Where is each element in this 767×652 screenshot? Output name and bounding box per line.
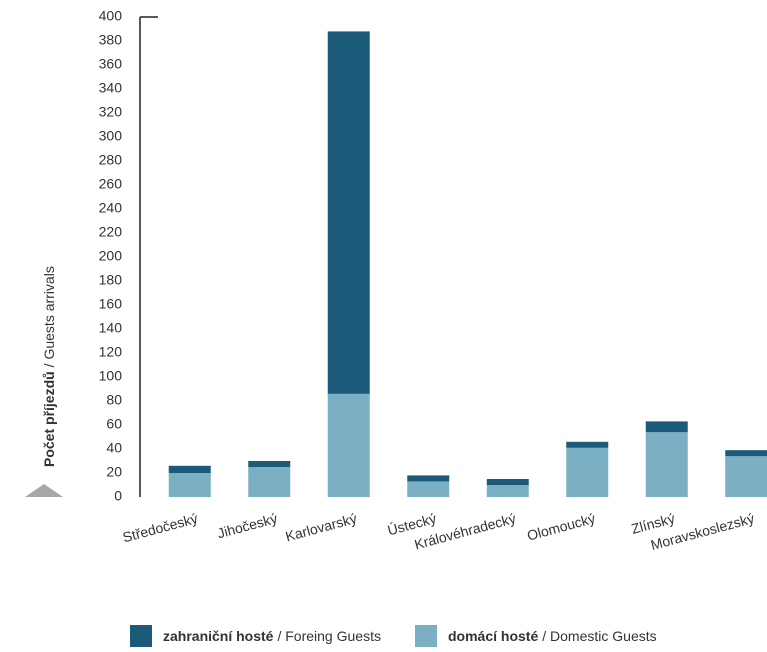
bar-segment (486, 485, 529, 497)
bar-segment (327, 393, 370, 497)
bar-segment (327, 31, 370, 394)
y-tick-label: 180 (99, 272, 123, 288)
bar-segment (168, 473, 211, 497)
y-tick-label: 280 (99, 152, 123, 168)
y-tick-label: 40 (106, 440, 122, 456)
x-tick-label: Jihočeský (215, 510, 279, 541)
y-tick-label: 260 (99, 176, 123, 192)
y-tick-label: 380 (99, 32, 123, 48)
legend-entry: zahraniční hosté / Foreing Guests (163, 628, 381, 644)
bar-segment (566, 447, 609, 497)
y-tick-label: 320 (99, 104, 123, 120)
bar-segment (168, 465, 211, 473)
bar-segment (645, 432, 688, 497)
y-tick-label: 0 (114, 488, 122, 504)
x-tick-label: Olomoucký (525, 510, 597, 544)
y-tick-label: 340 (99, 80, 123, 96)
legend-name: domácí hosté (448, 628, 538, 644)
bar-segment (645, 421, 688, 433)
y-tick-label: 120 (99, 344, 123, 360)
y-tick-label: 80 (106, 392, 122, 408)
y-tick-label: 100 (99, 368, 123, 384)
y-tick-label: 240 (99, 200, 123, 216)
y-tick-label: 20 (106, 464, 122, 480)
triangle-icon (25, 484, 63, 497)
legend-name-en: / Domestic Guests (542, 628, 656, 644)
legend-entry: domácí hosté / Domestic Guests (448, 628, 657, 644)
bar-segment (248, 467, 291, 497)
x-tick-label: Karlovarský (284, 510, 359, 544)
y-axis-label: Počet příjezdů / Guests arrivals (41, 266, 57, 467)
legend-swatch (415, 625, 437, 647)
y-tick-label: 360 (99, 56, 123, 72)
bar-segment (725, 450, 767, 457)
y-tick-label: 300 (99, 128, 123, 144)
y-tick-label: 160 (99, 296, 123, 312)
y-tick-label: 400 (99, 8, 123, 24)
y-label-rest: / Guests arrivals (41, 266, 57, 367)
bar-segment (248, 461, 291, 467)
bar-segment (407, 481, 450, 497)
y-tick-label: 200 (99, 248, 123, 264)
bar-segment (407, 475, 450, 482)
bar-segment (486, 479, 529, 485)
bar-segment (725, 456, 767, 497)
legend-name: zahraniční hosté (163, 628, 274, 644)
legend-name-en: / Foreing Guests (277, 628, 381, 644)
bar-segment (566, 441, 609, 448)
x-tick-label: Středočeský (121, 510, 200, 545)
y-tick-label: 220 (99, 224, 123, 240)
y-tick-label: 60 (106, 416, 122, 432)
y-tick-label: 140 (99, 320, 123, 336)
legend-swatch (130, 625, 152, 647)
y-label-bold: Počet příjezdů (41, 371, 57, 467)
